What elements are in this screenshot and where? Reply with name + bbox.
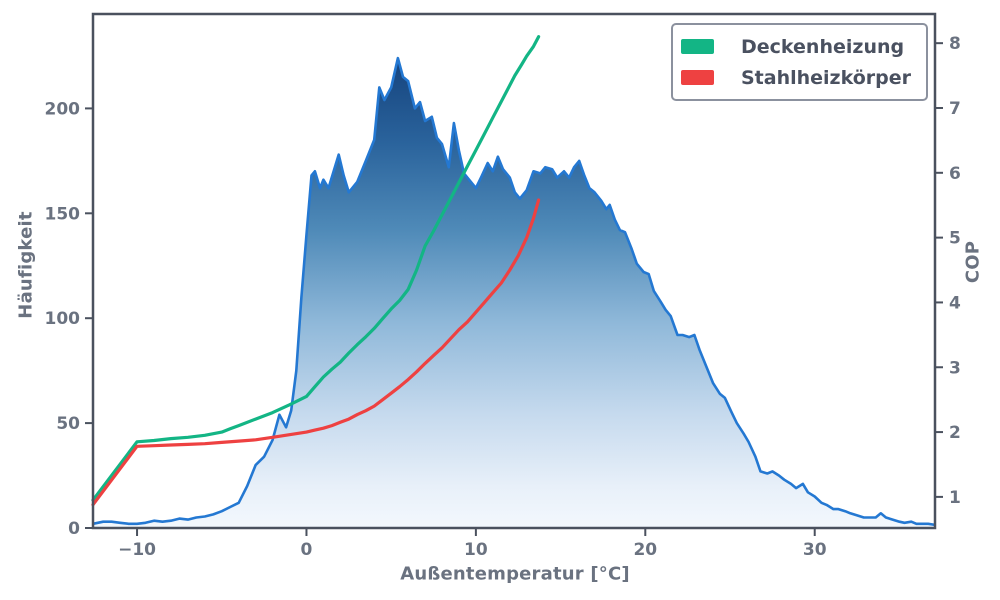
y-right-tick-label: 7 xyxy=(949,99,961,119)
y-right-tick-label: 6 xyxy=(949,164,961,184)
histogram-area xyxy=(93,58,935,528)
stahlheizkoerper-swatch xyxy=(681,70,714,85)
plot-border xyxy=(91,12,937,530)
x-axis-title: Außentemperatur [°C] xyxy=(400,563,630,585)
y-left-tick-label: 200 xyxy=(45,99,81,119)
y-axis-title-right: COP xyxy=(962,240,984,284)
y-right-tick-label: 2 xyxy=(949,423,961,443)
y-left-tick-label: 100 xyxy=(45,309,81,329)
legend-label: Deckenheizung xyxy=(741,35,905,58)
y-left-tick-label: 50 xyxy=(56,414,80,434)
histogram-line xyxy=(92,56,936,527)
x-tick-label: −10 xyxy=(118,540,156,560)
legend-label: Stahlheizkörper xyxy=(741,66,912,89)
x-tick-label: 10 xyxy=(464,540,488,560)
x-tick-label: 20 xyxy=(633,540,657,560)
x-tick-label: 0 xyxy=(301,540,313,560)
y-axis-title-left: Häufigkeit xyxy=(15,211,37,319)
y-left-tick-label: 0 xyxy=(68,519,80,539)
y-right-tick-label: 5 xyxy=(949,229,961,249)
cop-line-stahlheizkörper xyxy=(91,198,541,507)
cop-line-deckenheizung xyxy=(91,35,541,502)
x-tick-label: 30 xyxy=(803,540,827,560)
y-left-tick-label: 150 xyxy=(45,204,81,224)
legend-item-deckenheizung: Deckenheizung xyxy=(681,36,926,58)
y-right-tick-label: 4 xyxy=(949,293,961,313)
legend: Deckenheizung Stahlheizkörper xyxy=(671,23,928,101)
legend-item-stahlheizkoerper: Stahlheizkörper xyxy=(681,67,926,89)
y-right-tick-label: 3 xyxy=(949,358,961,378)
deckenheizung-swatch xyxy=(681,39,714,54)
y-right-tick-label: 8 xyxy=(949,34,961,54)
y-right-tick-label: 1 xyxy=(949,488,961,508)
